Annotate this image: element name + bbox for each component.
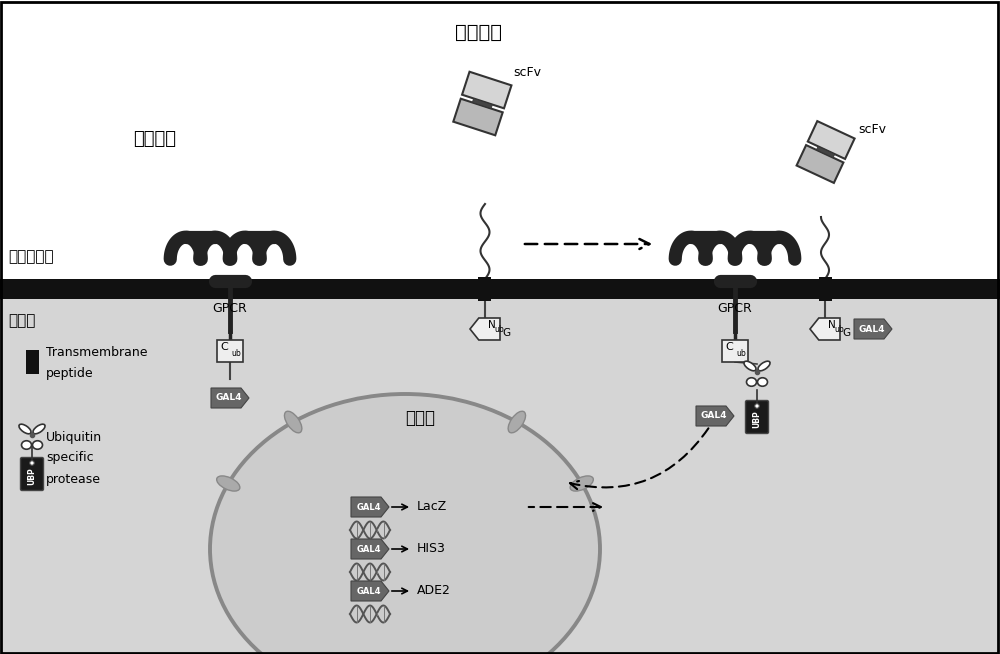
Text: G: G (502, 328, 510, 338)
Text: Ubiquitin: Ubiquitin (46, 430, 102, 443)
Polygon shape (351, 539, 389, 559)
Ellipse shape (32, 441, 42, 449)
Polygon shape (797, 145, 843, 183)
Ellipse shape (284, 411, 302, 433)
Ellipse shape (210, 394, 600, 654)
Ellipse shape (508, 411, 526, 433)
Text: GAL4: GAL4 (216, 394, 242, 402)
Bar (217, 340, 243, 362)
Ellipse shape (758, 361, 770, 371)
Polygon shape (462, 72, 511, 109)
Text: scFv: scFv (858, 123, 886, 136)
Ellipse shape (33, 424, 45, 434)
Text: ub: ub (834, 326, 844, 334)
Bar (722, 340, 748, 362)
Polygon shape (453, 99, 503, 135)
Text: GPCR: GPCR (213, 302, 247, 315)
Text: GPCR: GPCR (718, 302, 752, 315)
Text: N: N (828, 320, 836, 330)
Bar (0, 0, 1000, 279)
Bar (478, 277, 491, 301)
Circle shape (30, 461, 34, 465)
FancyBboxPatch shape (20, 458, 44, 490)
Polygon shape (351, 581, 389, 601)
Text: 细胞膜外侧: 细胞膜外侧 (8, 249, 54, 264)
Text: UBP: UBP (28, 467, 36, 485)
Bar (26, 350, 38, 374)
Polygon shape (211, 388, 249, 408)
Text: N: N (488, 320, 496, 330)
Text: GAL4: GAL4 (859, 324, 885, 334)
Ellipse shape (217, 476, 240, 491)
Text: UBP: UBP (752, 410, 762, 428)
Text: HIS3: HIS3 (417, 543, 446, 555)
Ellipse shape (22, 441, 32, 449)
Text: GAL4: GAL4 (357, 502, 381, 511)
Ellipse shape (746, 378, 757, 387)
Text: scFv: scFv (513, 66, 541, 79)
Polygon shape (810, 318, 840, 340)
Text: ub: ub (494, 326, 504, 334)
Polygon shape (854, 319, 892, 339)
Polygon shape (470, 318, 500, 340)
Text: 细胞核: 细胞核 (405, 409, 435, 427)
Ellipse shape (744, 361, 756, 371)
Text: C: C (220, 342, 228, 352)
Text: Transmembrane: Transmembrane (46, 345, 148, 358)
Ellipse shape (758, 378, 767, 387)
Polygon shape (472, 99, 492, 109)
Text: protease: protease (46, 472, 101, 485)
Text: ub: ub (736, 349, 746, 358)
Polygon shape (816, 146, 835, 158)
Text: 抗原模块: 抗原模块 (134, 130, 176, 148)
Text: GAL4: GAL4 (701, 411, 727, 421)
Text: GAL4: GAL4 (357, 545, 381, 553)
Bar (0, 279, 1000, 654)
Circle shape (755, 404, 759, 408)
Text: ub: ub (231, 349, 241, 358)
Polygon shape (696, 406, 734, 426)
FancyBboxPatch shape (746, 400, 768, 434)
Text: ADE2: ADE2 (417, 585, 451, 598)
Text: 细胞质: 细胞质 (8, 313, 35, 328)
Bar (0, 279, 1000, 299)
Polygon shape (351, 497, 389, 517)
Text: specific: specific (46, 451, 94, 464)
Text: C: C (725, 342, 733, 352)
Ellipse shape (570, 476, 593, 491)
Text: peptide: peptide (46, 368, 94, 381)
Polygon shape (808, 121, 855, 159)
Text: GAL4: GAL4 (357, 587, 381, 596)
Ellipse shape (19, 424, 31, 434)
Text: LacZ: LacZ (417, 500, 447, 513)
Text: G: G (842, 328, 850, 338)
Text: 抗体模块: 抗体模块 (454, 22, 502, 41)
Bar (818, 277, 832, 301)
